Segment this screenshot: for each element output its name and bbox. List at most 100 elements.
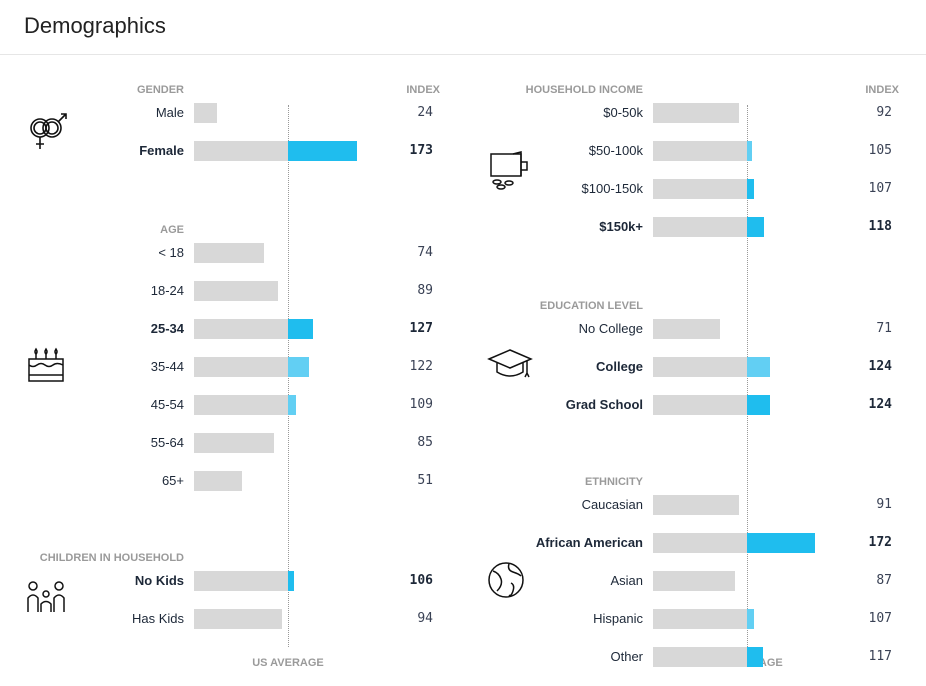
row-label: College <box>596 359 643 374</box>
index-value: 85 <box>417 435 433 450</box>
row-label: Asian <box>610 573 643 588</box>
index-value: 109 <box>409 397 433 412</box>
index-value: 107 <box>868 181 892 196</box>
row-label: $50-100k <box>588 143 643 158</box>
index-value: 89 <box>417 283 433 298</box>
list-item: $150k+ 118 <box>459 217 892 237</box>
row-label: 45-54 <box>150 397 184 412</box>
row-label: $150k+ <box>599 219 643 234</box>
section-header: ETHNICITY <box>584 476 643 488</box>
row-label: 65+ <box>161 473 184 488</box>
above-average-bar <box>747 533 815 553</box>
index-bar <box>653 103 740 123</box>
list-item: $50-100k 105 <box>459 141 892 161</box>
globe-icon <box>487 561 525 604</box>
graduation-cap-icon <box>487 347 533 386</box>
row-label: $0-50k <box>603 105 643 120</box>
index-bar <box>194 571 288 591</box>
list-item: No College 71 <box>459 319 892 339</box>
above-average-bar <box>747 395 770 415</box>
divider <box>0 54 926 55</box>
row-label: No Kids <box>134 573 184 588</box>
index-value: 91 <box>876 497 892 512</box>
index-bar <box>653 571 735 591</box>
index-value: 107 <box>868 611 892 626</box>
index-bar <box>653 357 747 377</box>
row-label: 35-44 <box>150 359 184 374</box>
above-average-bar <box>747 609 754 629</box>
section-header: GENDER <box>136 84 184 96</box>
index-value: 105 <box>868 143 892 158</box>
index-bar <box>194 433 274 453</box>
section-header: AGE <box>160 224 184 236</box>
index-header: INDEX <box>865 84 899 96</box>
row-label: Male <box>155 105 184 120</box>
index-bar <box>194 281 278 301</box>
index-bar <box>653 533 747 553</box>
family-icon <box>26 580 66 621</box>
list-item: 35-44 122 <box>0 357 433 377</box>
row-label: African American <box>535 535 643 550</box>
row-label: 25-34 <box>150 321 184 336</box>
index-bar <box>653 609 747 629</box>
list-item: 45-54 109 <box>0 395 433 415</box>
index-bar <box>653 319 720 339</box>
list-item: Has Kids 94 <box>0 609 433 629</box>
index-bar <box>194 319 288 339</box>
list-item: African American 172 <box>459 533 892 553</box>
index-value: 118 <box>868 219 892 234</box>
index-value: 24 <box>417 105 433 120</box>
page-title: Demographics <box>24 13 166 38</box>
list-item: Grad School 124 <box>459 395 892 415</box>
index-bar <box>194 609 283 629</box>
list-item: Asian 87 <box>459 571 892 591</box>
right-column: INDEX US AVERAGE HOUSEHOLD INCOME$0-50k9… <box>459 0 899 686</box>
above-average-bar <box>747 357 770 377</box>
list-item: No Kids 106 <box>0 571 433 591</box>
list-item: 25-34 127 <box>0 319 433 339</box>
index-bar <box>194 357 288 377</box>
list-item: College 124 <box>459 357 892 377</box>
row-label: < 18 <box>158 245 184 260</box>
index-bar <box>653 495 739 515</box>
row-label: Grad School <box>565 397 643 412</box>
us-average-label: US AVERAGE <box>252 657 324 669</box>
list-item: Hispanic 107 <box>459 609 892 629</box>
row-label: Hispanic <box>593 611 643 626</box>
index-header: INDEX <box>406 84 440 96</box>
above-average-bar <box>747 179 754 199</box>
above-average-bar <box>747 217 764 237</box>
above-average-bar <box>288 141 357 161</box>
above-average-bar <box>288 571 294 591</box>
index-value: 92 <box>876 105 892 120</box>
list-item: $100-150k 107 <box>459 179 892 199</box>
above-average-bar <box>288 319 314 339</box>
index-bar <box>194 471 242 491</box>
list-item: Caucasian 91 <box>459 495 892 515</box>
index-value: 117 <box>868 649 892 664</box>
row-label: Female <box>139 143 184 158</box>
index-value: 51 <box>417 473 433 488</box>
list-item: Other 117 <box>459 647 892 667</box>
left-column: INDEX US AVERAGE GENDER Male 24 Female 173 AG… <box>0 0 440 686</box>
index-value: 94 <box>417 611 433 626</box>
list-item: 65+ 51 <box>0 471 433 491</box>
index-bar <box>653 217 747 237</box>
index-bar <box>194 103 217 123</box>
above-average-bar <box>288 395 297 415</box>
index-bar <box>653 179 747 199</box>
index-value: 71 <box>876 321 892 336</box>
index-bar <box>194 395 288 415</box>
index-value: 124 <box>868 359 892 374</box>
row-label: Has Kids <box>131 611 184 626</box>
index-value: 172 <box>868 535 892 550</box>
list-item: Female 173 <box>0 141 433 161</box>
index-bar <box>653 141 747 161</box>
index-bar <box>653 395 747 415</box>
index-value: 106 <box>409 573 433 588</box>
index-bar <box>653 647 747 667</box>
wallet-icon <box>487 150 531 195</box>
index-value: 74 <box>417 245 433 260</box>
index-value: 124 <box>868 397 892 412</box>
birthday-cake-icon <box>26 347 66 388</box>
